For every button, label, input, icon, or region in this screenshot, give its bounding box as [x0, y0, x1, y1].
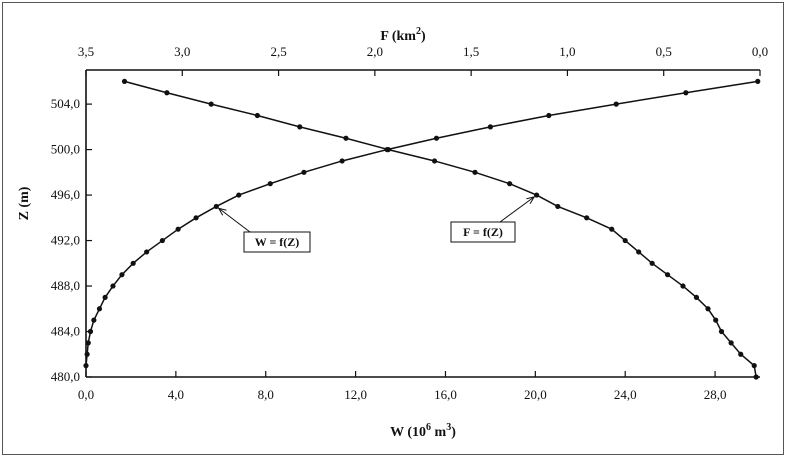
- x-bottom-tick-label: 28,0: [704, 387, 727, 402]
- data-point-w: [193, 215, 199, 221]
- y-tick-label: 504,0: [51, 96, 80, 111]
- data-point-f: [680, 283, 686, 289]
- data-point-w: [96, 306, 103, 312]
- data-point-f: [343, 135, 349, 141]
- x-top-tick-label: 0,0: [752, 44, 768, 59]
- data-point-w: [546, 112, 552, 119]
- data-point-f: [649, 260, 655, 266]
- data-point-w: [433, 135, 440, 141]
- data-point-w: [755, 78, 761, 84]
- data-point-w: [236, 192, 242, 198]
- data-point-f: [753, 374, 759, 380]
- data-point-w: [85, 340, 91, 346]
- data-point-w: [159, 237, 165, 244]
- data-point-f: [472, 169, 478, 175]
- data-point-f: [622, 237, 628, 244]
- x-top-tick-label: 3,0: [174, 44, 190, 59]
- x-bottom-tick-label: 12,0: [344, 387, 367, 402]
- data-point-f: [507, 181, 513, 187]
- data-point-f: [584, 215, 590, 221]
- x-top-tick-label: 0,5: [656, 44, 672, 59]
- annotation-arrow: [499, 196, 535, 223]
- data-point-w: [83, 363, 89, 369]
- annotation-box: [243, 231, 311, 253]
- data-point-f: [297, 124, 303, 130]
- y-tick-label: 480,0: [51, 369, 80, 384]
- x-top-tick-label: 1,0: [559, 44, 575, 59]
- data-point-w: [175, 226, 181, 232]
- x-bottom-tick-label: 16,0: [434, 387, 457, 402]
- annotation-arrowhead: [526, 196, 536, 204]
- data-point-f: [121, 78, 128, 84]
- data-point-w: [130, 260, 136, 266]
- x-top-tick-label: 2,5: [270, 44, 286, 59]
- data-point-w: [487, 124, 493, 130]
- data-point-w: [119, 272, 125, 278]
- annotation-label: F = f(Z): [463, 225, 503, 239]
- x-bottom-axis-title: W (106 m3): [390, 422, 456, 440]
- y-tick-label: 488,0: [51, 278, 80, 293]
- data-point-f: [164, 90, 170, 96]
- data-point-w: [110, 283, 116, 289]
- data-point-w: [91, 317, 97, 323]
- data-point-f: [751, 363, 757, 369]
- data-point-f: [713, 317, 719, 323]
- data-point-f: [636, 249, 642, 255]
- x-top-axis-title: F (km2): [380, 26, 426, 44]
- data-point-f: [555, 203, 561, 210]
- annotation-arrow: [218, 207, 251, 233]
- x-top-tick-label: 1,5: [463, 44, 479, 59]
- data-point-f: [738, 351, 744, 357]
- annotation-arrowhead: [217, 207, 227, 216]
- data-point-w: [213, 203, 219, 210]
- y-tick-label: 500,0: [51, 142, 80, 157]
- x-bottom-tick-label: 8,0: [258, 387, 274, 402]
- y-tick-label: 496,0: [51, 187, 80, 202]
- data-point-w: [87, 328, 94, 335]
- data-point-f: [431, 158, 438, 164]
- data-point-f: [718, 328, 725, 335]
- data-point-w: [339, 158, 345, 164]
- data-point-f: [254, 112, 260, 119]
- x-bottom-tick-label: 24,0: [614, 387, 637, 402]
- data-point-w: [267, 181, 273, 187]
- x-bottom-tick-label: 4,0: [168, 387, 184, 402]
- data-point-f: [385, 146, 391, 153]
- y-tick-label: 492,0: [51, 233, 80, 248]
- data-point-w: [84, 351, 90, 357]
- y-tick-label: 484,0: [51, 324, 80, 339]
- data-point-f: [705, 306, 711, 312]
- data-point-w: [683, 90, 689, 96]
- data-point-w: [144, 249, 150, 255]
- series-line-f: [124, 80, 757, 378]
- x-top-tick-label: 2,0: [367, 44, 383, 59]
- data-point-f: [664, 272, 671, 278]
- data-point-f: [728, 340, 734, 346]
- data-point-f: [693, 294, 700, 301]
- data-point-f: [208, 101, 214, 107]
- data-point-w: [613, 101, 619, 107]
- data-point-f: [609, 226, 615, 232]
- annotation-label: W = f(Z): [255, 235, 300, 249]
- series-line-w: [85, 80, 758, 366]
- x-bottom-tick-label: 20,0: [524, 387, 547, 402]
- x-bottom-tick-label: 0,0: [78, 387, 94, 402]
- chart-frame: [2, 2, 784, 455]
- data-point-f: [534, 192, 540, 198]
- x-top-tick-label: 3,5: [78, 44, 94, 59]
- y-axis-title: Z (m): [17, 186, 32, 220]
- data-point-w: [102, 294, 108, 301]
- annotation-box: [450, 221, 516, 243]
- data-point-w: [301, 169, 307, 175]
